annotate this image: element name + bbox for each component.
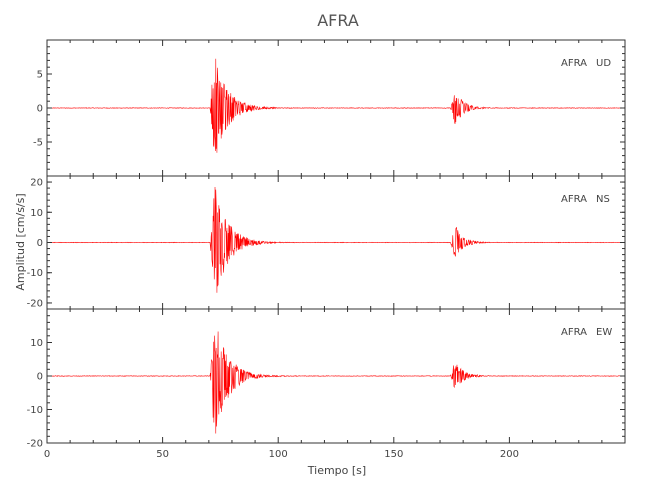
panel-component-label: UD [596, 58, 611, 69]
y-tick-label: -10 [27, 405, 43, 416]
panel-component-label: NS [596, 194, 610, 205]
y-tick-label: 10 [30, 208, 43, 219]
y-tick-label: -20 [27, 298, 43, 309]
x-tick-label: 100 [269, 449, 288, 460]
trace-ew [46, 331, 626, 434]
y-tick-label: -10 [27, 268, 43, 279]
x-tick-label: 50 [156, 449, 169, 460]
y-tick-label: 5 [37, 70, 43, 81]
panel-station-label: AFRA [561, 58, 587, 69]
panels-group: -5 0 5 AFRA UD -20 -10 0 10 20 AFRA NS -20 -10 0 10 AFRA… [27, 39, 626, 460]
y-tick-label: -5 [33, 138, 43, 149]
chart-title: AFRA [317, 11, 359, 30]
x-axis-label: Tiempo [s] [307, 464, 366, 477]
y-tick-label: 0 [37, 104, 43, 115]
trace-ns [47, 187, 625, 293]
panel-ud: -5 0 5 AFRA UD [33, 39, 626, 177]
y-tick-label: -20 [27, 439, 43, 450]
x-tick-label: 150 [384, 449, 403, 460]
y-tick-label: 20 [30, 178, 43, 189]
panel-station-label: AFRA [561, 327, 587, 338]
panel-component-label: EW [596, 327, 612, 338]
panel-station-label: AFRA [561, 194, 587, 205]
x-tick-label: 0 [44, 449, 50, 460]
y-axis-label: Amplitud [cm/s/s] [14, 193, 27, 290]
y-tick-label: 0 [37, 372, 43, 383]
panel-ew: -20 -10 0 10 AFRA EW [27, 308, 626, 450]
y-tick-label: 0 [37, 238, 43, 249]
panel-ns: -20 -10 0 10 20 AFRA NS [27, 175, 626, 310]
trace-ud [46, 58, 626, 153]
x-tick-label: 200 [500, 449, 519, 460]
y-tick-label: 10 [30, 338, 43, 349]
